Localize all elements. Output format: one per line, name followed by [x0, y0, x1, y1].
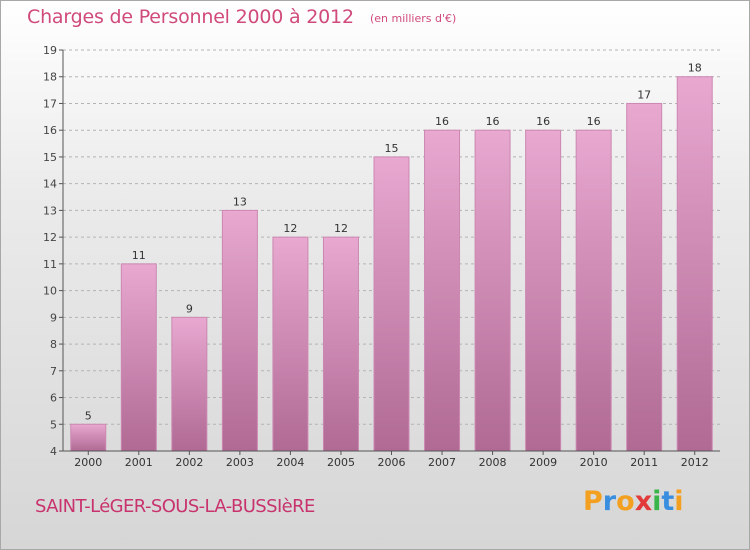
data-label: 13: [233, 195, 247, 208]
y-tick-label: 13: [43, 204, 57, 217]
data-label: 17: [637, 88, 651, 101]
bar-2003: [221, 209, 258, 452]
bar-2007: [424, 129, 461, 452]
y-tick-label: 15: [43, 151, 57, 164]
x-tick-label: 2006: [378, 456, 406, 469]
bar-2000: [70, 423, 107, 452]
bar-2004: [272, 236, 309, 452]
bar-2012: [676, 76, 713, 452]
data-labels: 5 11 9 13 12 12 15 16 16 16 16 17 18: [85, 62, 702, 423]
y-tick-label: 18: [43, 71, 57, 84]
x-tick-label: 2009: [529, 456, 557, 469]
logo-letter: i: [652, 486, 662, 517]
y-tick-label: 16: [43, 124, 57, 137]
x-tick-label: 2003: [226, 456, 254, 469]
proxiti-logo: Proxiti: [583, 486, 684, 517]
data-label: 12: [283, 222, 297, 235]
x-tick-label: 2002: [175, 456, 203, 469]
x-tick-label: 2000: [74, 456, 102, 469]
logo-letter: t: [661, 486, 675, 517]
logo-letter: i: [674, 486, 684, 517]
y-tick-label: 6: [50, 392, 57, 405]
y-tick-label: 17: [43, 97, 57, 110]
data-label: 5: [85, 409, 92, 422]
bar-2002: [171, 316, 208, 452]
bars: [70, 76, 713, 452]
y-tick-label: 9: [50, 311, 57, 324]
data-label: 15: [385, 142, 399, 155]
data-label: 16: [536, 115, 550, 128]
y-tick-label: 19: [43, 44, 57, 57]
y-tick-label: 14: [43, 178, 57, 191]
y-tick-label: 4: [50, 445, 57, 458]
data-label: 11: [132, 249, 146, 262]
x-tick-label: 2011: [630, 456, 658, 469]
bar-2001: [120, 263, 157, 452]
y-tick-label: 8: [50, 338, 57, 351]
bar-2010: [575, 129, 612, 452]
chart-title: Charges de Personnel 2000 à 2012: [27, 6, 354, 28]
x-tick-label: 2007: [428, 456, 456, 469]
bar-2005: [322, 236, 359, 452]
x-tick-label: 2008: [479, 456, 507, 469]
x-tick-label: 2010: [580, 456, 608, 469]
data-label: 18: [688, 62, 702, 75]
data-label: 12: [334, 222, 348, 235]
x-tick-label: 2001: [125, 456, 153, 469]
y-tick-label: 5: [50, 418, 57, 431]
logo-letter: x: [634, 486, 653, 517]
logo-letter: o: [616, 486, 635, 517]
logo-letter: P: [583, 486, 603, 517]
x-tick-label: 2004: [276, 456, 304, 469]
y-tick-label: 10: [43, 285, 57, 298]
chart-unit: (en milliers d'€): [370, 12, 457, 25]
data-label: 16: [587, 115, 601, 128]
data-label: 16: [486, 115, 500, 128]
axes: 4 5 6 7 8 9 10 11 12 13 14 15 16 17 18 19 2000 2001 2002 20…: [43, 44, 720, 469]
x-tick-label: 2012: [681, 456, 709, 469]
y-tick-label: 11: [43, 258, 57, 271]
logo-letter: r: [602, 486, 617, 517]
y-tick-label: 7: [50, 365, 57, 378]
data-label: 16: [435, 115, 449, 128]
bar-2008: [474, 129, 511, 452]
data-label: 9: [186, 302, 193, 315]
bar-2009: [525, 129, 562, 452]
x-tick-label: 2005: [327, 456, 355, 469]
commune-name: SAINT-LéGER-SOUS-LA-BUSSIèRE: [35, 496, 315, 517]
y-tick-label: 12: [43, 231, 57, 244]
bar-2006: [373, 156, 410, 452]
bar-2011: [626, 102, 663, 452]
